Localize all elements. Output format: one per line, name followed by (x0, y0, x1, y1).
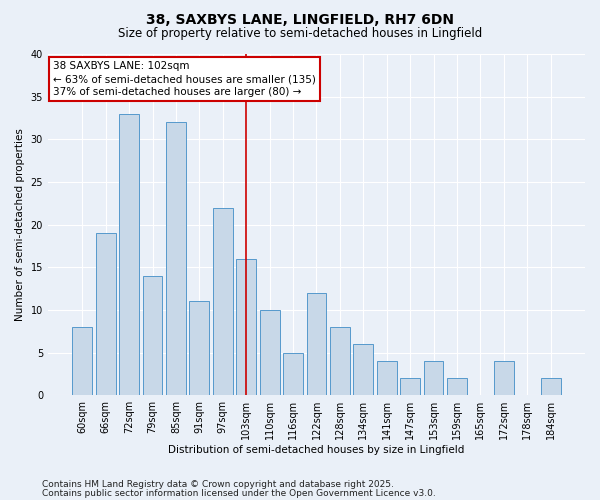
Bar (260, 310, 280, 395)
Bar (353, 344, 373, 395)
Bar (283, 352, 303, 395)
Bar (213, 208, 233, 395)
Bar (447, 378, 467, 395)
Bar (330, 327, 350, 395)
Bar (73, 327, 92, 395)
Bar (400, 378, 420, 395)
Y-axis label: Number of semi-detached properties: Number of semi-detached properties (15, 128, 25, 321)
Bar (307, 293, 326, 395)
Bar (119, 114, 139, 395)
Bar (541, 378, 560, 395)
Text: Contains public sector information licensed under the Open Government Licence v3: Contains public sector information licen… (42, 488, 436, 498)
Bar (424, 361, 443, 395)
Bar (377, 361, 397, 395)
Text: 38 SAXBYS LANE: 102sqm
← 63% of semi-detached houses are smaller (135)
37% of se: 38 SAXBYS LANE: 102sqm ← 63% of semi-det… (53, 61, 316, 97)
Bar (190, 302, 209, 395)
Text: Size of property relative to semi-detached houses in Lingfield: Size of property relative to semi-detach… (118, 28, 482, 40)
X-axis label: Distribution of semi-detached houses by size in Lingfield: Distribution of semi-detached houses by … (168, 445, 464, 455)
Bar (166, 122, 186, 395)
Bar (494, 361, 514, 395)
Bar (143, 276, 163, 395)
Text: Contains HM Land Registry data © Crown copyright and database right 2025.: Contains HM Land Registry data © Crown c… (42, 480, 394, 489)
Text: 38, SAXBYS LANE, LINGFIELD, RH7 6DN: 38, SAXBYS LANE, LINGFIELD, RH7 6DN (146, 12, 454, 26)
Bar (236, 258, 256, 395)
Bar (96, 233, 116, 395)
